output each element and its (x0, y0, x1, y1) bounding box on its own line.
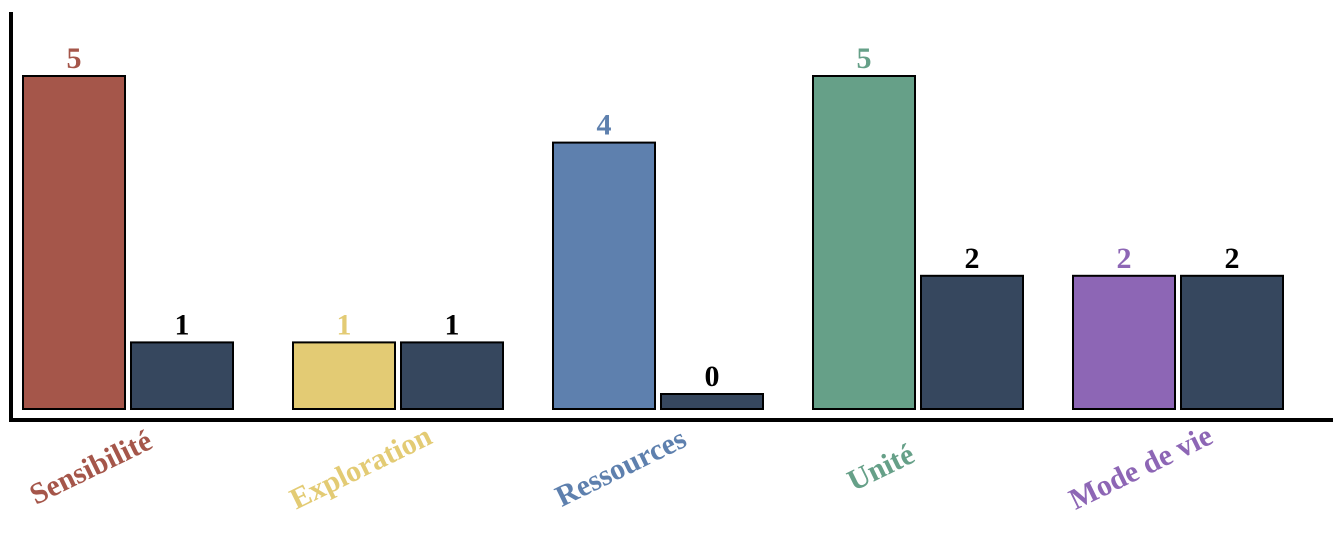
category-label: Unité (842, 437, 919, 497)
bars-group (22, 75, 1284, 410)
value-label: 5 (857, 42, 872, 75)
bar-Sensibilité-series-2 (130, 341, 234, 410)
category-label: Ressources (550, 422, 691, 514)
value-labels-group: 5 1 1 1 4 0 5 2 2 2 (67, 42, 1240, 393)
value-label: 5 (67, 42, 82, 75)
bar-Ressources-series-1 (552, 141, 656, 410)
category-label: Exploration (285, 419, 438, 516)
bar-Sensibilité-series-1 (22, 75, 126, 410)
category-labels-group: Sensibilité Exploration Ressources Unité Mod… (24, 419, 1217, 517)
value-label: 1 (175, 308, 190, 341)
value-label: 1 (337, 308, 352, 341)
value-label: 1 (445, 308, 460, 341)
bar-Mode de vie-series-1 (1072, 274, 1176, 410)
category-label: Mode de vie (1064, 419, 1218, 517)
value-label: 0 (705, 360, 720, 393)
value-label: 2 (965, 242, 980, 275)
bar-Unité-series-2 (920, 274, 1024, 410)
bar-Exploration-series-1 (292, 341, 396, 410)
category-label: Sensibilité (24, 424, 157, 511)
bar-Ressources-series-2 (660, 393, 764, 410)
bar-Mode de vie-series-2 (1180, 274, 1284, 410)
value-label: 2 (1117, 242, 1132, 275)
value-label: 4 (597, 109, 612, 142)
value-label: 2 (1225, 242, 1240, 275)
bar-Unité-series-1 (812, 75, 916, 410)
bar-Exploration-series-2 (400, 341, 504, 410)
